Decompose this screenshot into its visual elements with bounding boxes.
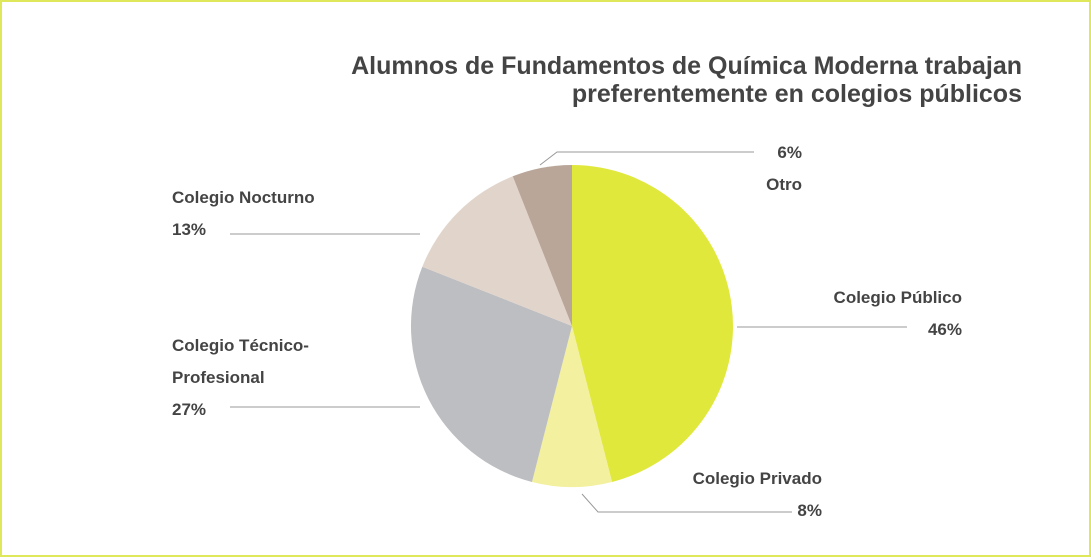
value-label: 8% bbox=[797, 501, 822, 520]
value-label: 27% bbox=[172, 400, 207, 419]
value-label: 6% bbox=[777, 143, 802, 162]
pie-slice bbox=[411, 266, 572, 482]
slice-label: Colegio Técnico-Profesional 27% bbox=[172, 330, 387, 426]
category-label: Colegio Privado bbox=[692, 469, 822, 488]
category-label: Colegio Técnico-Profesional bbox=[172, 336, 309, 387]
pie-slice bbox=[531, 326, 613, 488]
category-label: Colegio Nocturno bbox=[172, 188, 315, 207]
chart-title: Alumnos de Fundamentos de Química Modern… bbox=[351, 52, 1022, 108]
pie-slice bbox=[422, 176, 572, 326]
slice-label: Colegio Nocturno 13% bbox=[172, 182, 387, 246]
value-label: 13% bbox=[172, 220, 207, 239]
slice-label: 6% Otro bbox=[542, 137, 802, 201]
category-label: Otro bbox=[766, 175, 802, 194]
slice-label: Colegio Público 46% bbox=[702, 282, 962, 346]
value-label: 46% bbox=[927, 320, 962, 339]
category-label: Colegio Público bbox=[833, 288, 962, 307]
slice-label: Colegio Privado 8% bbox=[562, 463, 822, 527]
leader-line bbox=[581, 493, 792, 513]
pie-slice bbox=[572, 165, 734, 482]
leader-line bbox=[539, 151, 754, 166]
pie-slice bbox=[512, 165, 572, 326]
